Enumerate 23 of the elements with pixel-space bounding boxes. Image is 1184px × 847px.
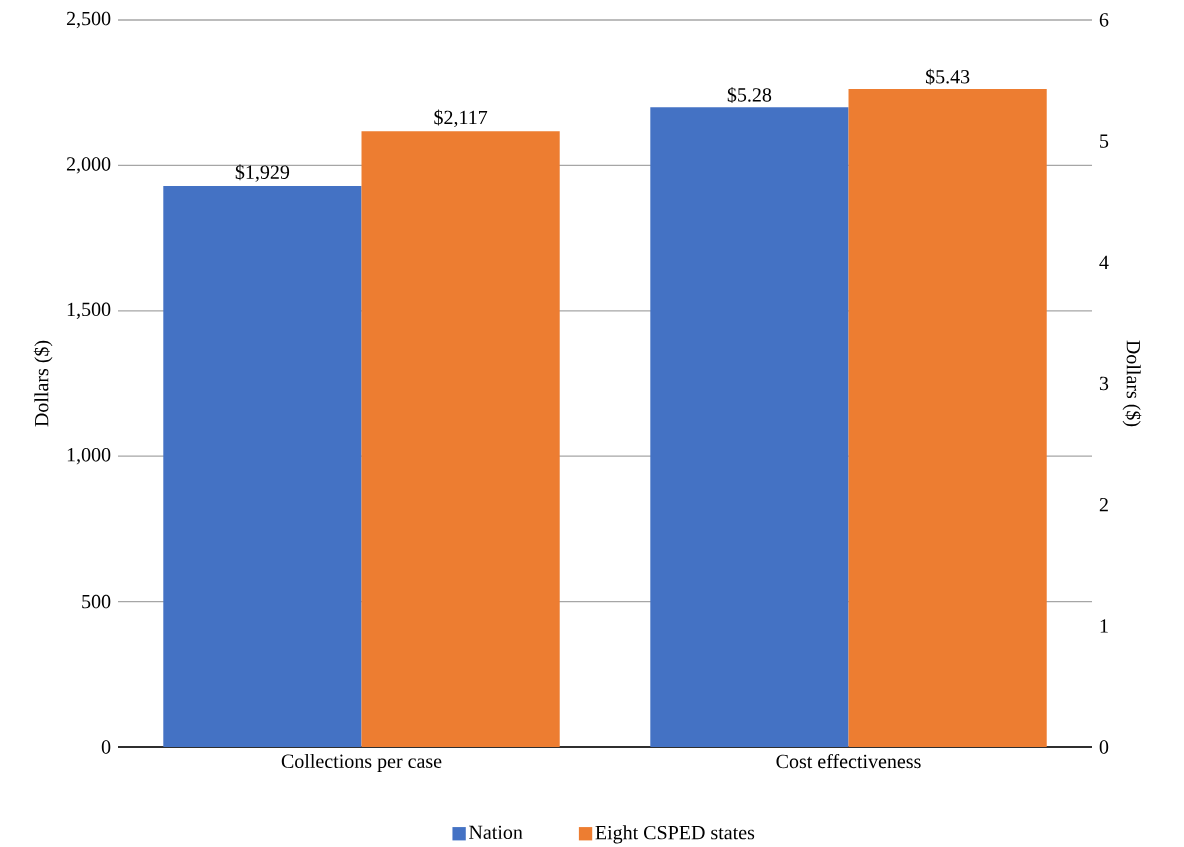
legend-label: Nation bbox=[469, 825, 523, 840]
y-tick-label: 0 bbox=[101, 740, 111, 754]
y-axis-title: Dollars ($) bbox=[33, 340, 53, 427]
y2-tick-label: 2 bbox=[1099, 498, 1108, 512]
y2-axis-title: Dollars ($) bbox=[1122, 340, 1142, 427]
y-tick-label: 2,500 bbox=[66, 11, 111, 29]
y2-tick-label: 0 bbox=[1099, 740, 1109, 754]
data-label: $2,117 bbox=[434, 109, 488, 128]
y-tick-label: 1,000 bbox=[67, 448, 111, 465]
y2-tick-label: 6 bbox=[1099, 13, 1109, 27]
data-label: $1,929 bbox=[235, 164, 290, 182]
y-tick-label: 1,500 bbox=[67, 302, 111, 319]
data-label: $5.43 bbox=[925, 68, 970, 85]
legend-label: Eight CSPED states bbox=[595, 825, 755, 844]
y2-tick-label: 5 bbox=[1100, 134, 1109, 148]
x-tick-label: Cost effectiveness bbox=[776, 753, 921, 769]
y2-tick-label: 3 bbox=[1099, 376, 1109, 391]
y-tick-label: 500 bbox=[82, 594, 111, 609]
y2-tick-label: 4 bbox=[1099, 255, 1109, 269]
y-tick-label: 2,000 bbox=[66, 157, 111, 174]
y2-tick-label: 1 bbox=[1100, 619, 1108, 633]
x-tick-label: Collections per case bbox=[281, 753, 442, 773]
data-label: $5.28 bbox=[727, 86, 772, 103]
